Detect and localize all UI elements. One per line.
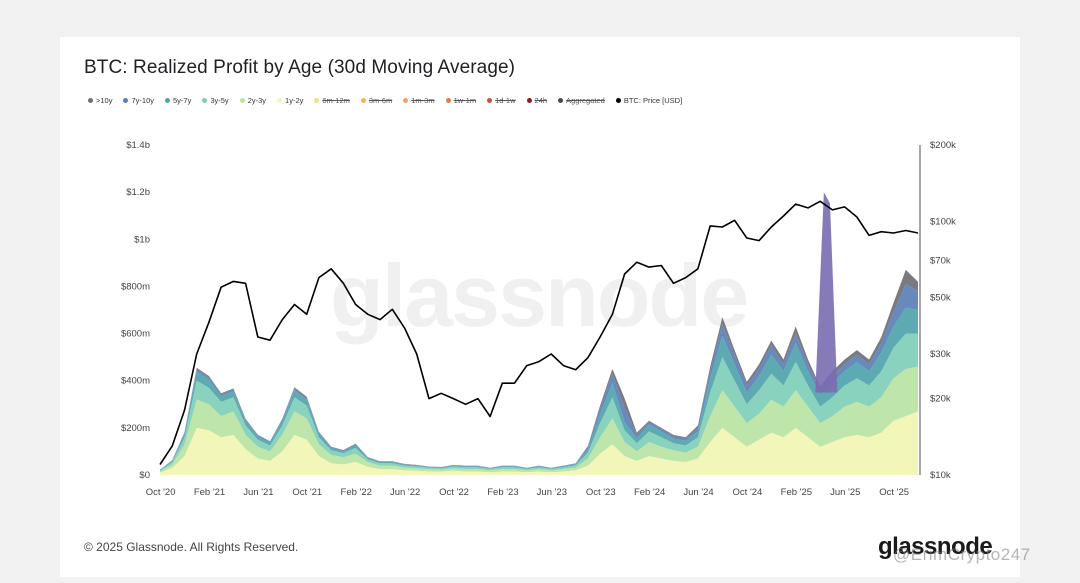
x-axis-tick-label: Jun '23 [537, 487, 567, 498]
social-handle: @ErimCrypto247 [893, 545, 1031, 564]
x-axis-tick-label: Jun '22 [390, 487, 420, 498]
legend-label: 6m-12m [322, 96, 350, 105]
legend-label: 24h [534, 96, 548, 105]
right-axis-tick-label: $10k [930, 470, 951, 481]
legend-swatch [403, 98, 409, 103]
legend-label: 1m-3m [411, 96, 435, 105]
x-axis-tick-label: Jun '21 [243, 487, 273, 498]
chart-card [60, 37, 1020, 577]
legend-item-5y7y[interactable]: 5y-7y [165, 96, 191, 105]
right-axis-tick-label: $20k [930, 394, 951, 405]
x-axis-tick-label: Feb '23 [487, 487, 518, 498]
legend-item-1w1m[interactable]: 1w-1m [445, 96, 477, 105]
legend-swatch [526, 98, 532, 103]
right-axis-tick-label: $200k [930, 140, 956, 151]
area-series-1y2y [160, 411, 918, 475]
copyright: © 2025 Glassnode. All Rights Reserved. [84, 540, 299, 554]
right-axis-tick-label: $30k [930, 349, 951, 360]
legend-label: 1d-1w [495, 96, 516, 105]
legend-label: 7y-10y [131, 96, 154, 105]
x-axis-tick-label: Oct '22 [439, 487, 469, 498]
legend-label: 1w-1m [453, 96, 477, 105]
legend-swatch [487, 98, 493, 103]
x-axis-tick-label: Oct '21 [292, 487, 322, 498]
x-axis-tick-label: Oct '24 [733, 487, 763, 498]
legend-item-price[interactable]: BTC: Price [USD] [615, 96, 683, 105]
legend-item-1d1w[interactable]: 1d-1w [487, 96, 516, 105]
chart-title: BTC: Realized Profit by Age (30d Moving … [84, 57, 516, 78]
legend-swatch [615, 98, 621, 103]
left-axis-tick-label: $1.2b [126, 187, 150, 198]
x-axis-tick-label: Feb '22 [341, 487, 372, 498]
purple-spike-area [815, 192, 838, 393]
x-axis-tick-label: Jun '24 [683, 487, 713, 498]
legend-item-3m6m[interactable]: 3m-6m [360, 96, 393, 105]
x-axis-tick-label: Feb '21 [194, 487, 225, 498]
legend-label: BTC: Price [USD] [623, 96, 683, 105]
left-axis-tick-label: $0 [139, 470, 150, 481]
right-axis-tick-label: $50k [930, 293, 951, 304]
legend-label: 3y-5y [210, 96, 229, 105]
legend-swatch [88, 98, 93, 103]
legend-item-1m3m[interactable]: 1m-3m [403, 96, 435, 105]
legend-label: Aggregated [566, 96, 605, 105]
legend-swatch [360, 98, 366, 103]
legend: >10y 7y-10y 5y-7y 3y-5y 2y-3y 1y-2y 6m-12m 3m-6… [88, 96, 682, 105]
legend-swatch [165, 98, 170, 103]
legend-item-6m12m[interactable]: 6m-12m [314, 96, 350, 105]
legend-label: 3m-6m [368, 96, 393, 105]
legend-swatch [123, 98, 129, 103]
legend-swatch [314, 98, 320, 103]
legend-swatch [445, 98, 451, 103]
left-axis-tick-label: $200m [121, 423, 150, 434]
left-axis-tick-label: $400m [121, 376, 150, 387]
left-axis-tick-label: $1.4b [126, 140, 150, 151]
x-axis-tick-label: Jun '25 [830, 487, 860, 498]
glassnode-logo: glassnode [878, 533, 993, 560]
x-axis-tick-label: Oct '25 [879, 487, 909, 498]
legend-swatch [558, 98, 564, 103]
legend-item-7y10y[interactable]: 7y-10y [123, 96, 154, 105]
left-axis-tick-label: $600m [121, 329, 150, 340]
area-series-2y3y [160, 366, 918, 473]
x-axis-tick-label: Oct '20 [146, 487, 176, 498]
legend-item-gt10y[interactable]: >10y [88, 96, 112, 105]
legend-item-1y2y[interactable]: 1y-2y [277, 96, 303, 105]
legend-swatch [202, 98, 208, 103]
x-axis-tick-label: Feb '25 [781, 487, 812, 498]
area-series-3y5y [160, 333, 918, 472]
legend-label: 2y-3y [247, 96, 267, 105]
legend-item-3y5y[interactable]: 3y-5y [202, 96, 229, 105]
legend-label: >10y [96, 96, 113, 105]
right-axis-tick-label: $100k [930, 216, 956, 227]
legend-item-24h[interactable]: 24h [526, 96, 548, 105]
x-axis-tick-label: Feb '24 [634, 487, 665, 498]
legend-label: 5y-7y [173, 96, 192, 105]
x-axis-tick-label: Oct '23 [586, 487, 616, 498]
left-axis-tick-label: $800m [121, 281, 150, 292]
glassnode-watermark: glassnode [330, 246, 749, 345]
btc-price-line [159, 200, 919, 465]
legend-label: 1y-2y [285, 96, 304, 105]
legend-item-2y3y[interactable]: 2y-3y [239, 96, 267, 105]
left-axis-tick-label: $1b [134, 234, 150, 245]
legend-swatch [277, 98, 283, 103]
legend-item-aggregated[interactable]: Aggregated [558, 96, 605, 105]
legend-swatch [239, 98, 245, 103]
right-axis-tick-label: $70k [930, 256, 951, 267]
